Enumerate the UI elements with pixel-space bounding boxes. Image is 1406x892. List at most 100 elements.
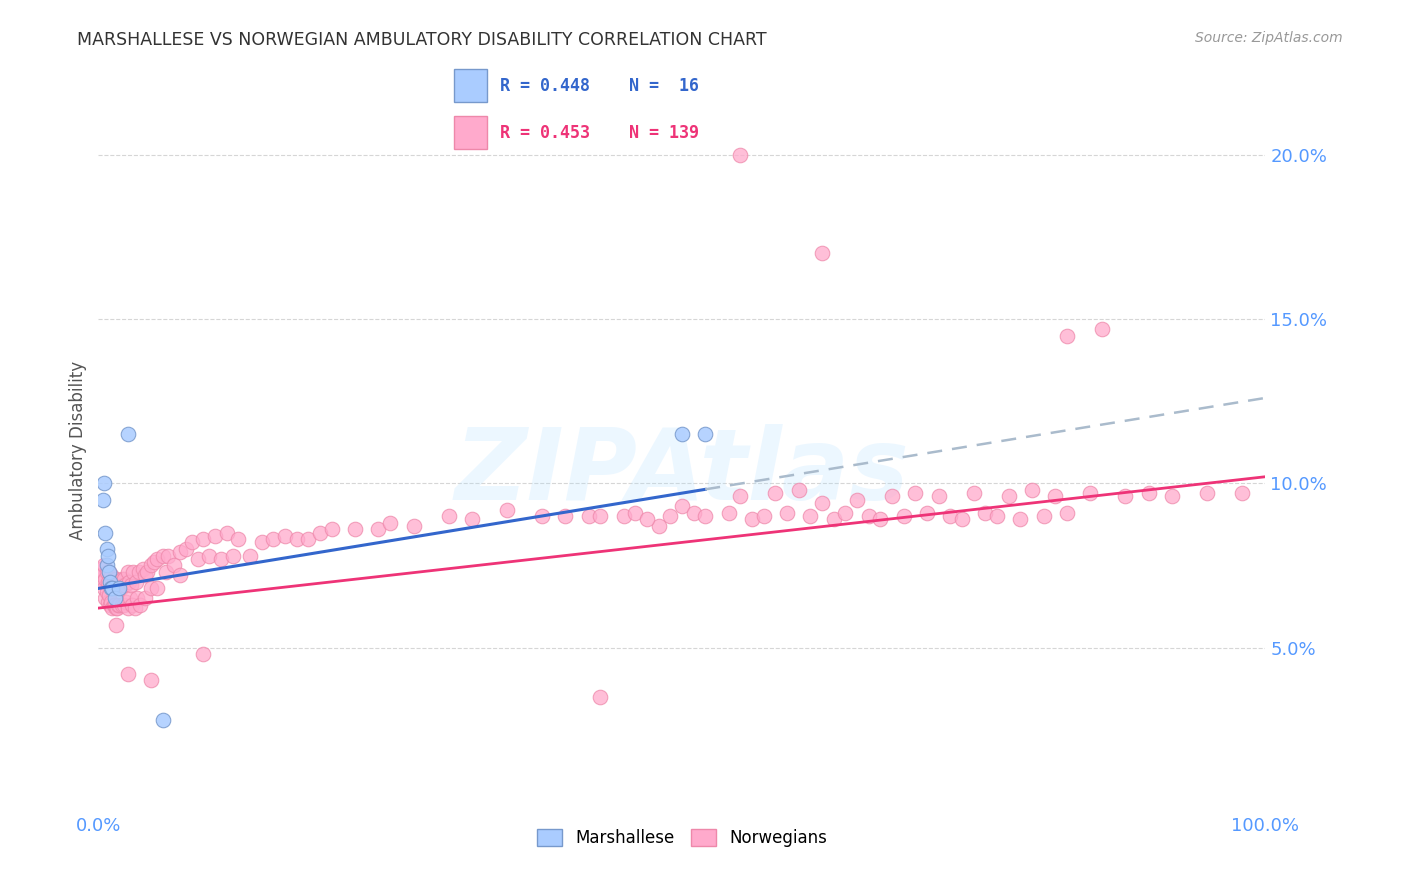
Text: ZIPAtlas: ZIPAtlas: [454, 424, 910, 521]
Point: [671, 427, 693, 442]
Text: Source: ZipAtlas.com: Source: ZipAtlas.com: [1195, 31, 1343, 45]
Point: [112, 572, 135, 586]
Point: [1080, 486, 1102, 500]
Y-axis label: Ambulatory Disability: Ambulatory Disability: [69, 361, 87, 540]
Point: [274, 529, 297, 543]
Point: [799, 509, 821, 524]
Point: [125, 574, 148, 589]
Point: [143, 555, 166, 569]
Point: [169, 568, 191, 582]
Point: [997, 490, 1019, 504]
Point: [904, 486, 927, 500]
Point: [134, 591, 156, 606]
Point: [105, 601, 128, 615]
Point: [122, 565, 145, 579]
Point: [96, 541, 118, 556]
Point: [90, 568, 112, 582]
Point: [93, 558, 115, 573]
Point: [1045, 490, 1067, 504]
Point: [309, 525, 332, 540]
Point: [100, 568, 122, 582]
Point: [117, 565, 139, 579]
Point: [962, 486, 984, 500]
Point: [103, 598, 125, 612]
Point: [97, 594, 120, 608]
Point: [730, 490, 752, 504]
Point: [104, 601, 127, 615]
Point: [1114, 490, 1136, 504]
Point: [437, 509, 460, 524]
Point: [163, 558, 186, 573]
Point: [367, 522, 389, 536]
Point: [613, 509, 636, 524]
Point: [129, 598, 152, 612]
Point: [101, 582, 124, 596]
Point: [939, 509, 962, 524]
Point: [589, 509, 612, 524]
Point: [776, 506, 799, 520]
Point: [136, 565, 159, 579]
Point: [869, 512, 891, 526]
Point: [823, 512, 845, 526]
Point: [134, 568, 156, 582]
Point: [155, 565, 177, 579]
Point: [120, 578, 142, 592]
Point: [98, 574, 121, 589]
Point: [101, 601, 124, 615]
Point: [96, 584, 118, 599]
Point: [193, 532, 215, 546]
Point: [100, 594, 122, 608]
Point: [209, 551, 232, 566]
Point: [647, 519, 669, 533]
Point: [880, 490, 903, 504]
Point: [221, 549, 243, 563]
Point: [157, 549, 180, 563]
Point: [1137, 486, 1160, 500]
Point: [1230, 486, 1253, 500]
Point: [121, 598, 143, 612]
Point: [554, 509, 576, 524]
Point: [215, 525, 238, 540]
Point: [108, 598, 131, 612]
Point: [117, 601, 139, 615]
Point: [108, 574, 131, 589]
Point: [94, 525, 117, 540]
Point: [132, 562, 155, 576]
Point: [108, 582, 131, 596]
Point: [97, 549, 120, 563]
Point: [1056, 506, 1078, 520]
Point: [198, 549, 221, 563]
Point: [98, 598, 121, 612]
Point: [93, 476, 115, 491]
Point: [811, 246, 834, 260]
Text: MARSHALLESE VS NORWEGIAN AMBULATORY DISABILITY CORRELATION CHART: MARSHALLESE VS NORWEGIAN AMBULATORY DISA…: [77, 31, 766, 49]
Point: [103, 572, 125, 586]
Point: [91, 574, 114, 589]
Point: [146, 582, 169, 596]
Point: [695, 427, 717, 442]
Point: [285, 532, 308, 546]
Point: [530, 509, 553, 524]
Point: [104, 578, 127, 592]
Point: [94, 591, 117, 606]
Point: [717, 506, 740, 520]
Point: [344, 522, 367, 536]
Point: [671, 500, 693, 514]
Point: [98, 574, 121, 589]
Point: [589, 690, 612, 704]
Text: N = 139: N = 139: [630, 124, 699, 142]
Point: [950, 512, 973, 526]
Point: [105, 574, 128, 589]
Point: [91, 492, 114, 507]
Point: [125, 591, 148, 606]
Point: [1032, 509, 1054, 524]
Point: [114, 578, 136, 592]
Point: [986, 509, 1008, 524]
Point: [380, 516, 402, 530]
Point: [321, 522, 343, 536]
Point: [169, 545, 191, 559]
Point: [104, 572, 127, 586]
Point: [111, 572, 134, 586]
Point: [1021, 483, 1043, 497]
Point: [1195, 486, 1218, 500]
